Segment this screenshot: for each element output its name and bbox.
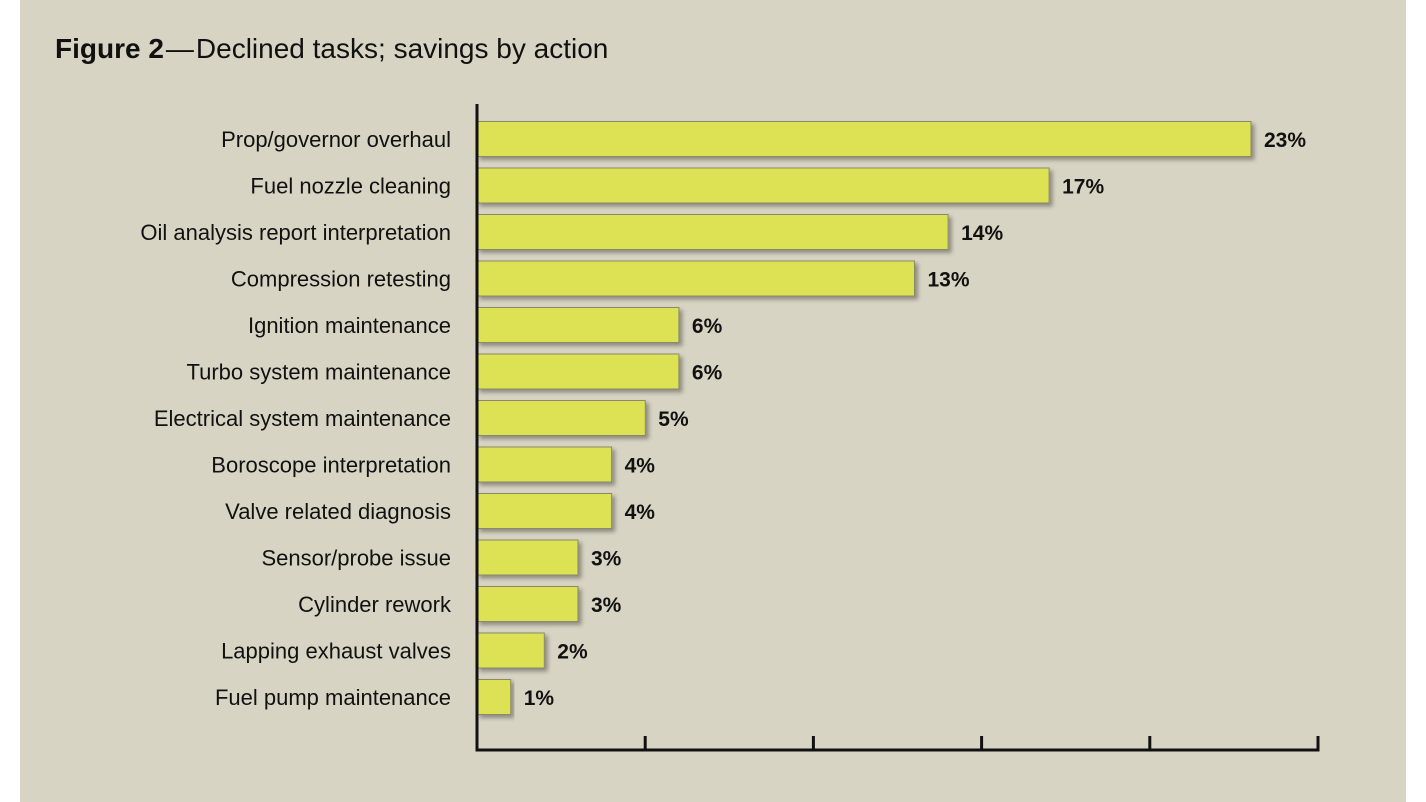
category-label: Prop/governor overhaul (221, 127, 451, 152)
bar-3 (476, 214, 949, 250)
bar-13 (476, 679, 512, 715)
value-label: 3% (591, 594, 622, 617)
bars-layer (476, 121, 1252, 715)
value-label: 3% (591, 548, 622, 571)
bar-11 (476, 586, 579, 622)
value-label: 2% (557, 641, 588, 664)
bar-9 (476, 493, 613, 529)
category-label: Compression retesting (231, 267, 451, 292)
title-text: Declined tasks; savings by action (195, 33, 609, 64)
value-label: 5% (658, 408, 689, 431)
bar-10 (476, 539, 579, 576)
category-label: Sensor/probe issue (261, 546, 451, 571)
category-label: Ignition maintenance (248, 313, 451, 338)
category-label: Boroscope interpretation (211, 453, 451, 478)
category-label: Valve related diagnosis (225, 499, 451, 524)
bar-12 (476, 632, 545, 669)
value-label: 4% (625, 455, 656, 478)
category-label: Electrical system maintenance (154, 406, 451, 431)
figure-number: Figure 2 (55, 33, 164, 64)
bar-1 (476, 121, 1252, 157)
value-label: 23% (1264, 129, 1306, 152)
category-label: Turbo system maintenance (186, 360, 451, 385)
value-label: 6% (692, 362, 723, 385)
value-label: 17% (1062, 176, 1104, 199)
value-label: 14% (961, 222, 1003, 245)
value-label: 1% (524, 687, 555, 710)
bar-7 (476, 400, 646, 436)
bar-8 (476, 446, 613, 483)
bar-6 (476, 353, 680, 390)
axis-layer (475, 104, 1320, 752)
labels-layer: Prop/governor overhaul 23% Fuel nozzle cle… (140, 127, 1306, 710)
value-label: 6% (692, 315, 723, 338)
category-label: Fuel pump maintenance (215, 685, 451, 710)
category-label: Oil analysis report interpretation (140, 220, 451, 245)
category-label: Fuel nozzle cleaning (250, 174, 451, 199)
value-label: 4% (625, 501, 656, 524)
bar-5 (476, 307, 680, 343)
bar-2 (476, 167, 1050, 204)
category-label: Lapping exhaust valves (221, 639, 451, 664)
chart-title: Figure 2—Declined tasks; savings by acti… (55, 33, 608, 65)
bar-4 (476, 260, 915, 297)
title-dash: — (165, 33, 194, 64)
value-label: 13% (928, 269, 970, 292)
category-label: Cylinder rework (298, 592, 452, 617)
